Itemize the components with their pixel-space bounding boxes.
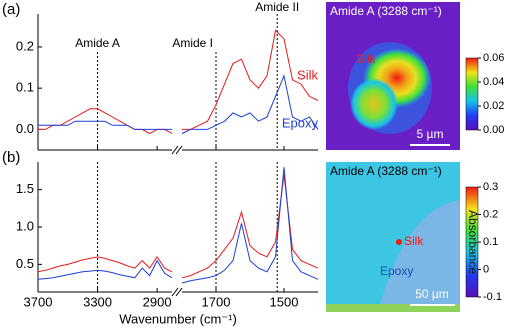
x-axis-title: Wavenumber (cm⁻¹) (119, 311, 237, 326)
axis-break (175, 287, 183, 297)
scale-bar-label: 5 µm (417, 127, 444, 141)
series-line (181, 167, 319, 284)
panel-label: (a) (2, 1, 20, 18)
colorbar-tick-label: 0.04 (483, 76, 504, 88)
y-tick-label: 0.1 (16, 80, 34, 95)
heat-spot (396, 239, 402, 245)
heat-region (350, 78, 398, 130)
heatmap-title: Amide A (3288 cm⁻¹) (330, 4, 442, 18)
panel-label: (b) (2, 149, 20, 166)
colorbar-tick-label: 0.2 (483, 208, 498, 220)
heatmap-label: Epoxy (380, 264, 413, 278)
colorbar-tick-label: 0.1 (483, 236, 498, 248)
heatmap-label: Silk (356, 52, 376, 66)
scale-bar-label: 50 µm (415, 287, 449, 301)
colorbar-tick-label: 0.06 (483, 52, 504, 64)
colorbar (465, 57, 479, 131)
heat-region (326, 162, 460, 312)
heatmap-title: Amide A (3288 cm⁻¹) (330, 164, 442, 178)
series-line (37, 259, 173, 280)
colorbar-label: Absorbance (466, 210, 480, 274)
colorbar-tick-label: 0.3 (483, 181, 498, 193)
y-tick-label: 0.5 (16, 256, 34, 271)
heat-region (326, 304, 460, 312)
series-line (182, 29, 319, 130)
y-tick-label: 0.2 (16, 38, 34, 53)
colorbar-tick-label: 0.00 (483, 124, 504, 136)
y-tick-label: 1.5 (16, 181, 34, 196)
x-tick-label: 1700 (202, 294, 231, 309)
colorbar-tick-label: 0.02 (483, 100, 504, 112)
series-line (181, 74, 319, 134)
colorbar-tick-label: 0 (483, 263, 489, 275)
y-tick-label: 1.0 (16, 218, 34, 233)
colorbar-tick-label: -0.1 (483, 291, 502, 303)
series-line (38, 120, 172, 130)
annotation: Amide II (255, 0, 299, 14)
axis-break (171, 287, 179, 297)
annotation: Amide A (75, 36, 120, 50)
series-label: Silk (297, 67, 318, 82)
series-label: Epoxy (282, 115, 319, 130)
x-tick-label: 1500 (270, 294, 299, 309)
x-tick-label: 2900 (143, 294, 172, 309)
series-line (181, 174, 319, 279)
y-tick-label: 0.0 (16, 121, 34, 136)
heatmap-label: Silk (404, 234, 424, 248)
axis-break (175, 145, 183, 155)
x-tick-label: 3700 (24, 294, 53, 309)
annotation: Amide I (172, 36, 213, 50)
x-tick-label: 3300 (83, 294, 112, 309)
axis-break (171, 145, 179, 155)
series-line (37, 255, 173, 273)
